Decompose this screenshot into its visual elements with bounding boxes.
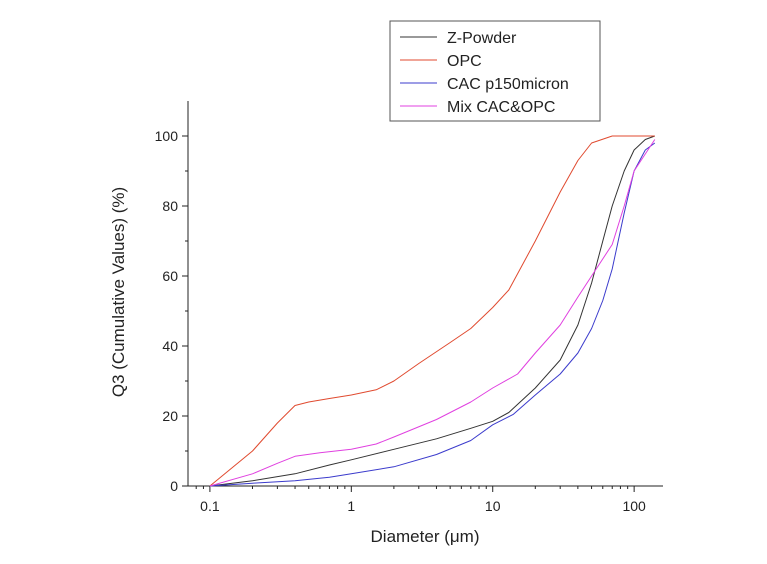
y-tick-label: 100 bbox=[155, 128, 179, 144]
legend-label: Mix CAC&OPC bbox=[447, 99, 555, 116]
legend-items: Z-Powder OPC CAC p150micron Mix CAC&OPC bbox=[400, 30, 569, 116]
series-line-4 bbox=[209, 139, 656, 487]
legend-label: Z-Powder bbox=[447, 30, 517, 47]
plot-area bbox=[187, 101, 663, 487]
y-tick-label: 20 bbox=[162, 408, 178, 424]
x-tick-label: 10 bbox=[485, 498, 501, 514]
legend-box bbox=[389, 20, 601, 122]
y-ticks: 0 20 40 60 80 100 bbox=[155, 128, 188, 494]
legend-label: CAC p150micron bbox=[447, 76, 569, 93]
series-line-2 bbox=[209, 135, 655, 487]
x-ticks: 0.1 1 10 100 bbox=[195, 486, 646, 514]
series-lines bbox=[209, 135, 656, 487]
x-tick-label: 1 bbox=[347, 498, 355, 514]
x-axis-title: Diameter (μm) bbox=[371, 527, 480, 546]
x-tick-label: 100 bbox=[622, 498, 646, 514]
x-tick-label: 0.1 bbox=[200, 498, 220, 514]
legend: Z-Powder OPC CAC p150micron Mix CAC&OPC bbox=[389, 20, 601, 122]
y-tick-label: 80 bbox=[162, 198, 178, 214]
y-axis-title: Q3 (Cumulative Values) (%) bbox=[109, 187, 128, 397]
series-line-1 bbox=[209, 135, 655, 487]
y-tick-label: 40 bbox=[162, 338, 178, 354]
y-tick-label: 0 bbox=[170, 478, 178, 494]
legend-label: OPC bbox=[447, 53, 482, 70]
series-line-3 bbox=[209, 142, 656, 487]
y-tick-label: 60 bbox=[162, 268, 178, 284]
